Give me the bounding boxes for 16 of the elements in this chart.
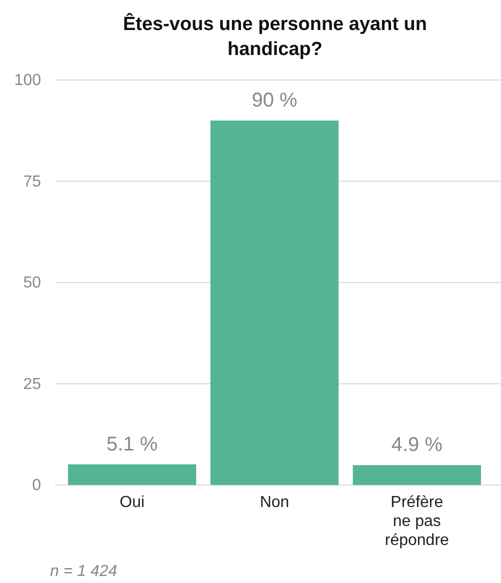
chart-title: Êtes-vous une personne ayant un handicap? xyxy=(122,12,428,60)
y-tick-label: 25 xyxy=(23,376,42,393)
data-label: 90 % xyxy=(252,90,298,112)
data-label: 4.9 % xyxy=(391,434,443,456)
bar xyxy=(352,465,481,485)
y-tick-label: 50 xyxy=(23,274,42,292)
y-tick-label: 75 xyxy=(23,173,42,190)
y-tick-label: 100 xyxy=(14,72,42,90)
data-label: 5.1 % xyxy=(106,433,158,456)
x-tick-label: Non xyxy=(260,494,290,511)
x-tick-label: Préfère ne pas répondre xyxy=(384,494,450,549)
bar xyxy=(210,120,339,485)
bar xyxy=(68,464,196,485)
text: n = 1 424 xyxy=(50,563,118,580)
x-tick-label: Oui xyxy=(120,494,145,511)
y-tick-label: 0 xyxy=(32,477,42,494)
